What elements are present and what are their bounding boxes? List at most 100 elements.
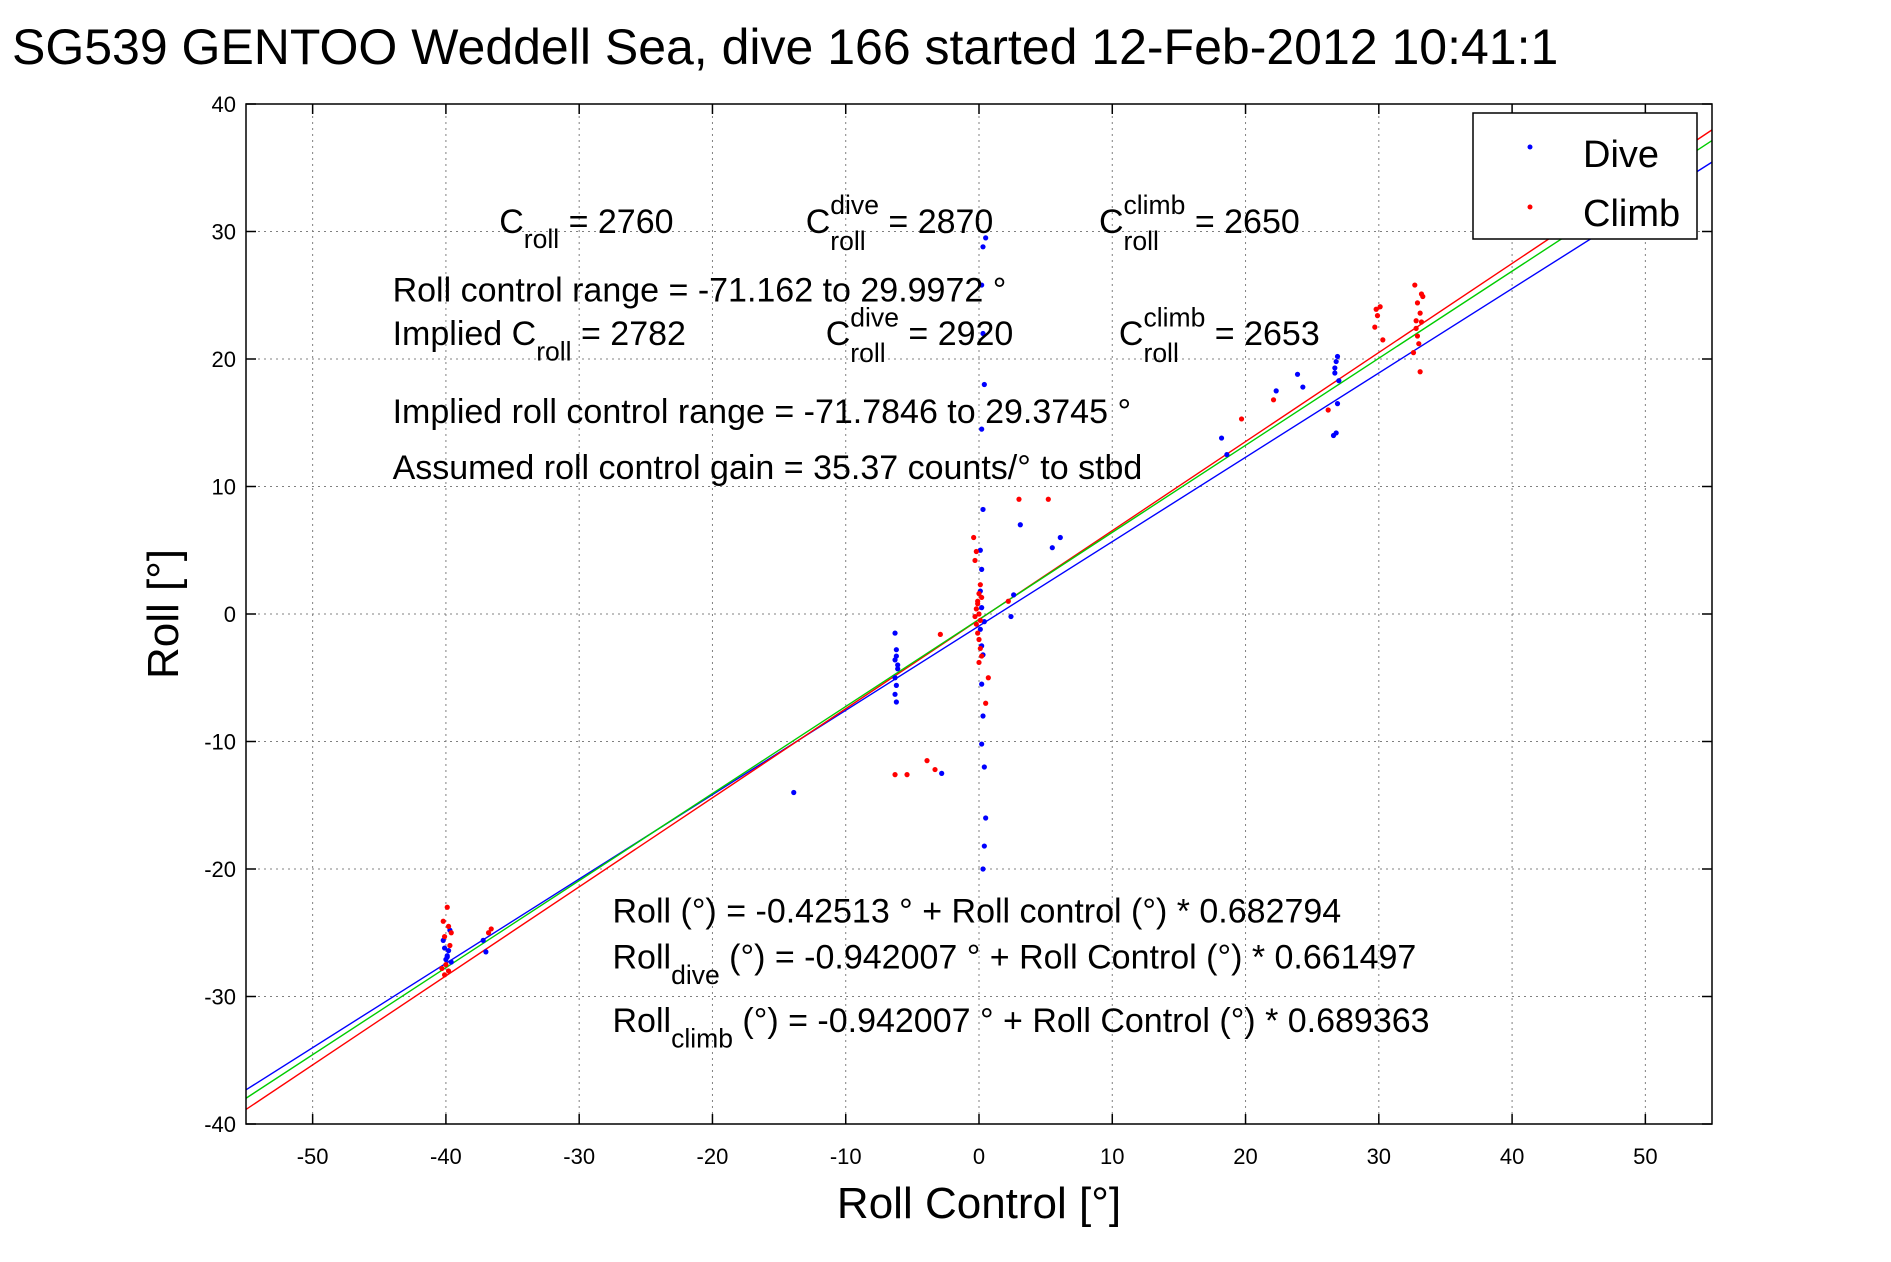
climb-point [979,594,985,601]
x-tick-label: -20 [697,1144,729,1169]
x-tick-label: 10 [1100,1144,1124,1169]
x-tick-label: 40 [1500,1144,1524,1169]
dive-point [977,626,983,632]
x-axis-label: Roll Control [°] [837,1179,1121,1228]
dive-point [1008,613,1014,620]
dive-point [939,770,945,776]
dive-point [893,653,899,659]
chart-title: SG539 GENTOO Weddell Sea, dive 166 start… [12,19,1558,75]
series-climb [439,282,1426,978]
dive-point [1017,522,1023,528]
fit-line-0 [245,161,1713,1091]
climb-point [985,675,991,681]
climb-point [973,621,979,627]
climb-point [1412,282,1418,288]
dive-point [1332,370,1338,376]
x-tick-label: 50 [1633,1144,1657,1169]
climb-point [1413,325,1419,331]
climb-point [1374,313,1381,319]
climb-point [1417,369,1423,375]
dive-point [1334,401,1341,407]
dive-point [1057,534,1063,541]
annotation-2: Cclimb roll = 2650 [1099,190,1300,256]
x-tick-label: -40 [430,1144,462,1169]
dive-point [892,630,898,636]
dive-point [895,666,901,672]
y-tick-label: 10 [212,475,236,500]
climb-point [973,548,979,555]
climb-point [1372,324,1378,330]
climb-point [1414,300,1421,306]
climb-point [444,904,450,910]
dive-point [893,647,899,653]
climb-point [445,923,452,929]
y-tick-label: -10 [204,730,236,755]
climb-point [1410,350,1417,356]
climb-point [1005,598,1011,604]
climb-point [439,965,445,972]
annotation-1: Cdive roll = 2870 [806,190,994,256]
climb-point [1045,496,1051,502]
dive-point [983,815,989,821]
dive-point [1049,545,1055,551]
climb-point [441,972,448,978]
dive-point [980,244,986,250]
climb-point [1418,319,1425,325]
x-tick-label: 20 [1233,1144,1257,1169]
legend-entry-climb: Climb [1527,193,1680,235]
dive-point [483,949,489,955]
climb-point [488,926,494,932]
dive-point [448,959,454,965]
dive-point [1273,388,1279,394]
climb-point [1414,333,1421,339]
annotations: Croll = 2760 Cdive roll = 2870 Cclimb roll =… [393,190,1430,1053]
annotation-5: Cdive roll = 2920 [826,302,1014,368]
annotation-3: Roll control range = -71.162 to 29.9972 … [393,272,1007,310]
y-axis-label: Roll [°] [139,549,188,679]
dive-point [445,948,452,954]
dive-point [1218,435,1225,441]
dive-point [1333,358,1339,365]
climb-point [975,601,981,607]
dive-point [1333,430,1339,436]
x-tick-label: -50 [297,1144,329,1169]
climb-point [1325,407,1331,413]
dive-point [983,235,989,241]
climb-point [1373,306,1379,312]
climb-point [971,534,977,541]
climb-point [976,611,982,617]
climb-point [977,582,983,588]
climb-point [983,700,989,706]
dive-point [1294,371,1301,377]
y-tick-label: -30 [204,985,236,1010]
climb-point [1377,304,1383,310]
dive-point [895,662,901,668]
y-tick-label: 20 [212,347,236,372]
climb-point [977,645,983,652]
climb-point [973,606,979,612]
series-dive [440,235,1342,965]
legend: Dive Climb [1472,112,1698,240]
dive-point [979,426,985,432]
legend-label-dive: Dive [1583,134,1659,176]
dive-point [1011,592,1017,598]
data-points [439,235,1426,978]
annotation-11: Rollclimb (°) = -0.942007 ° + Roll Contr… [613,1002,1430,1053]
climb-point [977,617,983,623]
climb-point [975,630,981,636]
y-tick-label: -20 [204,857,236,882]
climb-point [892,772,898,778]
climb-point [1420,293,1426,300]
dive-point [1336,378,1342,384]
climb-point [1417,310,1423,316]
annotation-0: Croll = 2760 [499,203,673,254]
dive-point [979,681,985,687]
climb-point [443,962,449,968]
annotation-6: Cclimb roll = 2653 [1119,302,1320,368]
dive-point [1300,384,1306,390]
dive-point [892,675,898,681]
climb-point [1413,318,1419,324]
dive-point [979,605,985,611]
legend-marker-climb [1527,204,1533,210]
